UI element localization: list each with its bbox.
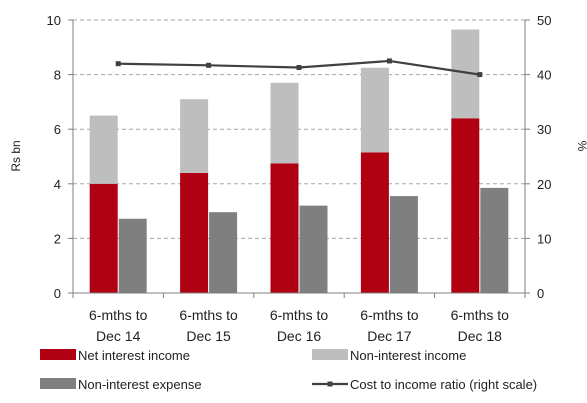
category-label: 6-mths to — [270, 307, 329, 323]
bar-non-interest-expense — [209, 212, 238, 293]
category-label: Dec 15 — [186, 328, 231, 344]
y-tick-label: 8 — [54, 68, 61, 83]
bar-non-interest-income — [180, 99, 209, 173]
y2-tick-label: 20 — [537, 177, 551, 192]
y-tick-label: 10 — [47, 13, 61, 28]
category-label: Dec 17 — [367, 328, 412, 344]
y-tick-label: 6 — [54, 122, 61, 137]
bar-non-interest-expense — [299, 205, 328, 293]
bar-net-interest-income — [451, 118, 480, 293]
category-label: Dec 16 — [277, 328, 322, 344]
y2-tick-label: 30 — [537, 122, 551, 137]
bar-net-interest-income — [360, 152, 389, 293]
bar-non-interest-expense — [389, 196, 418, 293]
ratio-point — [115, 61, 121, 67]
bar-non-interest-expense — [118, 218, 147, 293]
legend-label: Non-interest expense — [78, 377, 202, 392]
y-tick-label: 0 — [54, 286, 61, 301]
category-label: Dec 14 — [96, 328, 141, 344]
y-tick-label: 2 — [54, 231, 61, 246]
ratio-point — [477, 72, 483, 78]
y2-tick-label: 0 — [537, 286, 544, 301]
legend-swatch — [40, 349, 76, 360]
y-axis-label: Rs bn — [9, 140, 23, 171]
ratio-point — [386, 58, 392, 64]
bar-net-interest-income — [270, 163, 299, 293]
y2-axis-label: % — [575, 141, 587, 152]
ratio-line — [115, 58, 483, 78]
legend: Net interest income Non-interest income No… — [40, 348, 537, 392]
axes — [68, 19, 530, 298]
ratio-point — [206, 62, 212, 68]
legend-label: Non-interest income — [350, 348, 466, 363]
category-labels: 6-mths to Dec 14 6-mths to Dec 15 6-mths to D… — [89, 307, 509, 344]
bar-non-interest-income — [270, 82, 299, 164]
ratio-point — [296, 65, 302, 71]
category-label: 6-mths to — [179, 307, 238, 323]
bar-net-interest-income — [180, 172, 209, 293]
bars — [89, 29, 509, 293]
y2-tick-label: 40 — [537, 68, 551, 83]
bar-net-interest-income — [89, 183, 118, 293]
legend-swatch — [40, 378, 76, 389]
legend-marker — [327, 381, 333, 387]
category-label: 6-mths to — [451, 307, 510, 323]
legend-label: Cost to income ratio (right scale) — [350, 377, 537, 392]
bar-non-interest-income — [89, 115, 118, 184]
legend-swatch — [312, 349, 348, 360]
y-tick-label: 4 — [54, 177, 61, 192]
bar-non-interest-income — [360, 67, 389, 153]
legend-label: Net interest income — [78, 348, 190, 363]
y2-tick-label: 10 — [537, 231, 551, 246]
tick-labels: 0 2 4 6 8 10 0 10 20 30 40 50 — [47, 13, 552, 301]
gridlines — [73, 19, 525, 239]
category-label: 6-mths to — [360, 307, 419, 323]
bar-non-interest-expense — [480, 187, 509, 293]
category-label: 6-mths to — [89, 307, 148, 323]
category-label: Dec 18 — [458, 328, 503, 344]
y2-tick-label: 50 — [537, 13, 551, 28]
